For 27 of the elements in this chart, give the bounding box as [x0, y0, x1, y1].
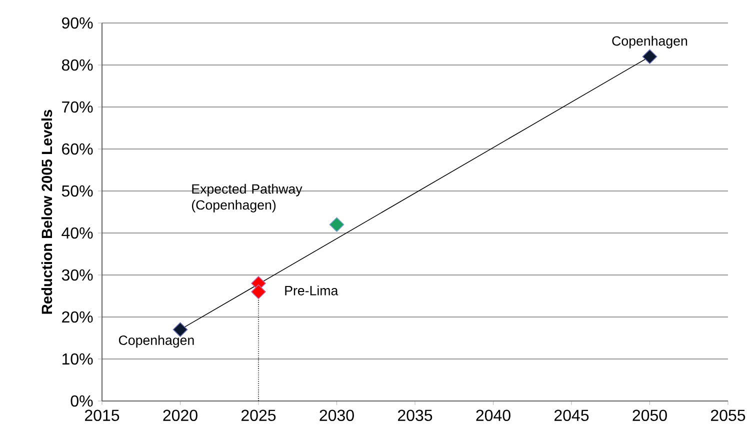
- point: [642, 49, 658, 64]
- y-tick-label: 90%: [62, 17, 93, 29]
- y-tick-label: 60%: [62, 143, 93, 155]
- annotation: Pre-Lima: [285, 286, 338, 296]
- x-tick-label: 2015: [85, 410, 120, 422]
- x-tick-label: 2030: [320, 410, 354, 422]
- y-tick-label: 0%: [70, 395, 93, 407]
- point: [329, 217, 344, 232]
- y-tick-label: 20%: [62, 311, 93, 323]
- x-tick-label: 2020: [163, 410, 198, 422]
- y-tick-label: 80%: [62, 59, 93, 71]
- x-tick-label: 2040: [476, 410, 510, 422]
- x-tick-label: 2045: [554, 410, 589, 422]
- y-tick-label: 30%: [62, 269, 93, 281]
- x-tick-label: 2050: [632, 410, 667, 422]
- y-tick-label: 40%: [62, 227, 93, 239]
- annotation: Copenhagen: [118, 335, 194, 348]
- y-axis-title: Reduction Below 2005 Levels: [41, 110, 52, 314]
- annotation: Copenhagen: [612, 36, 688, 48]
- x-tick-label: 2025: [241, 410, 276, 422]
- annotation: Expected Pathway (Copenhagen): [192, 184, 302, 212]
- y-tick-label: 50%: [62, 185, 93, 197]
- x-tick-label: 2035: [398, 410, 432, 422]
- point: [251, 284, 266, 300]
- x-tick-label: 2055: [710, 410, 746, 422]
- y-tick-label: 70%: [62, 101, 93, 113]
- y-tick-label: 10%: [62, 353, 93, 365]
